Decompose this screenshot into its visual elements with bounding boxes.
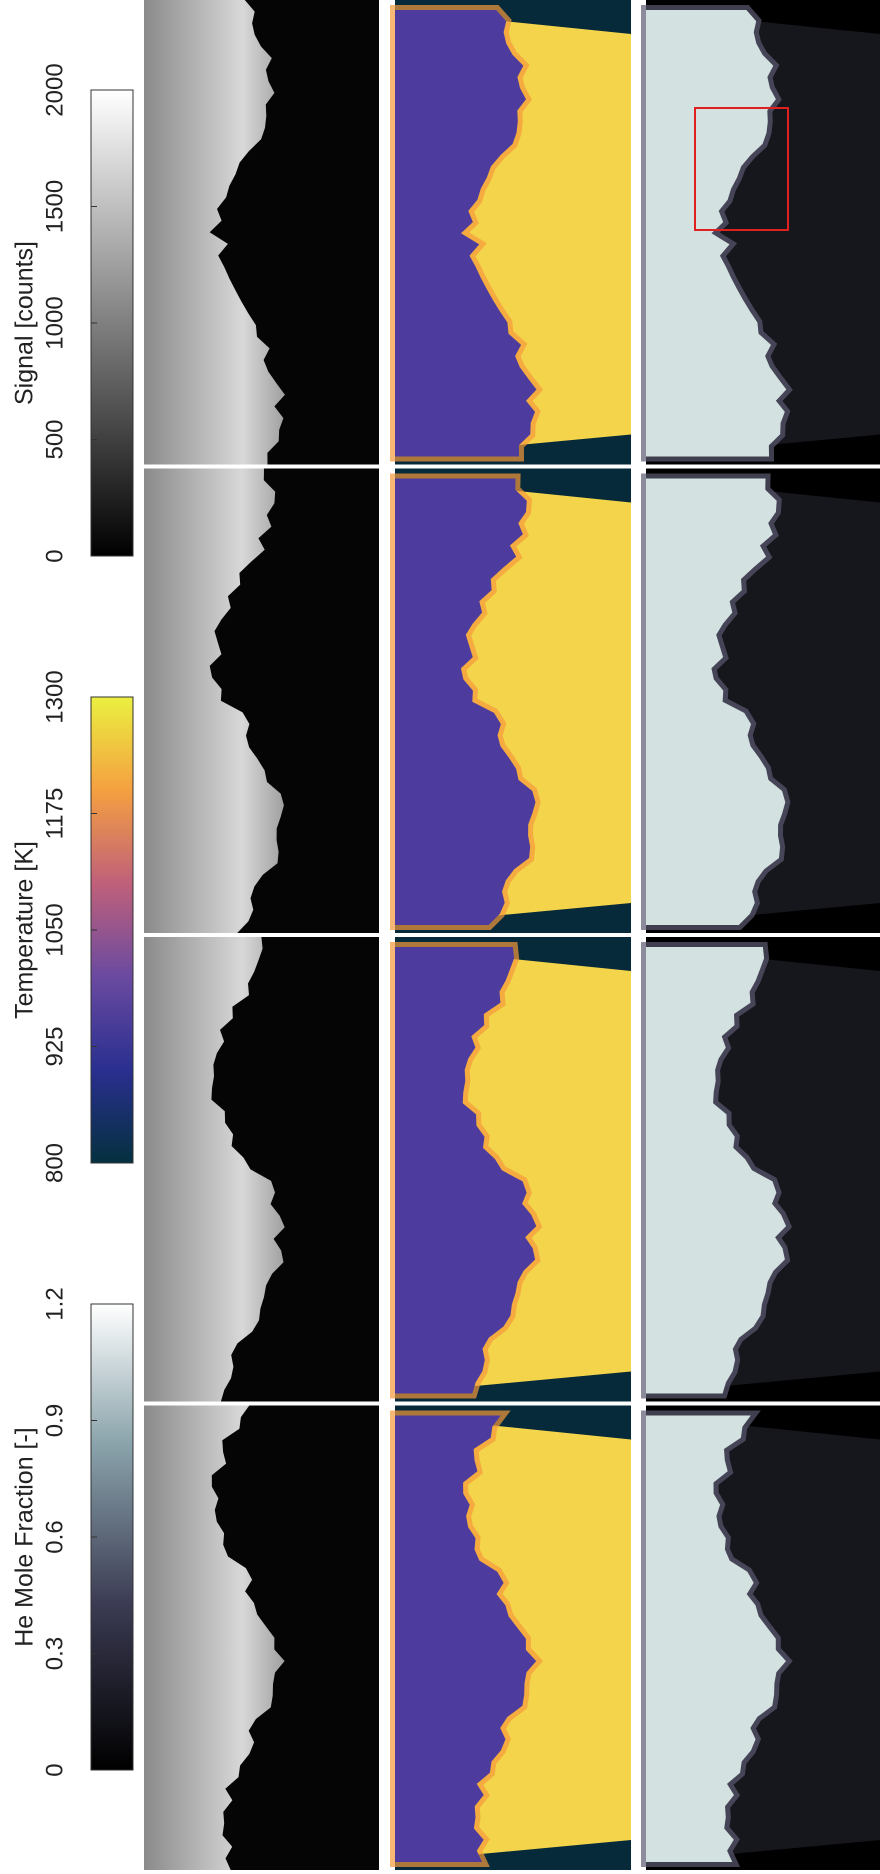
- image-panels: [144, 0, 880, 1870]
- colorbar-tick-label: 925: [41, 1026, 68, 1066]
- colorbar: [91, 1304, 133, 1770]
- colorbar-title: Temperature [K]: [11, 841, 39, 1019]
- colorbar-tick-label: 0.9: [41, 1404, 68, 1437]
- colorbar-tick-label: 500: [41, 419, 68, 459]
- colorbar-title: He Mole Fraction [-]: [11, 1427, 39, 1647]
- colorbar-tick-label: 0: [41, 1763, 68, 1776]
- colorbar-tick-label: 1300: [41, 670, 68, 723]
- colorbar-tick-label: 0.3: [41, 1637, 68, 1670]
- colorbar-tick-label: 2000: [41, 63, 68, 116]
- colorbar: [91, 90, 133, 556]
- colorbar-title: Signal [counts]: [11, 241, 39, 405]
- colorbar: [91, 697, 133, 1163]
- colorbar-tick-label: 800: [41, 1143, 68, 1183]
- colorbar-tick-label: 1500: [41, 180, 68, 233]
- colorbars: Signal [counts] 0 500 1000 1500 2000 Temperatu…: [11, 63, 133, 1776]
- colorbar-tick-label: 1050: [41, 903, 68, 956]
- colorbar-tick-label: 0: [41, 549, 68, 562]
- colorbar-tick-label: 1.2: [41, 1287, 68, 1320]
- colorbar-tick-label: 0.6: [41, 1520, 68, 1553]
- colorbar-tick-label: 1175: [41, 788, 68, 840]
- figure: Signal [counts] 0 500 1000 1500 2000 Temperatu…: [0, 0, 880, 1874]
- colorbar-tick-label: 1000: [41, 296, 68, 349]
